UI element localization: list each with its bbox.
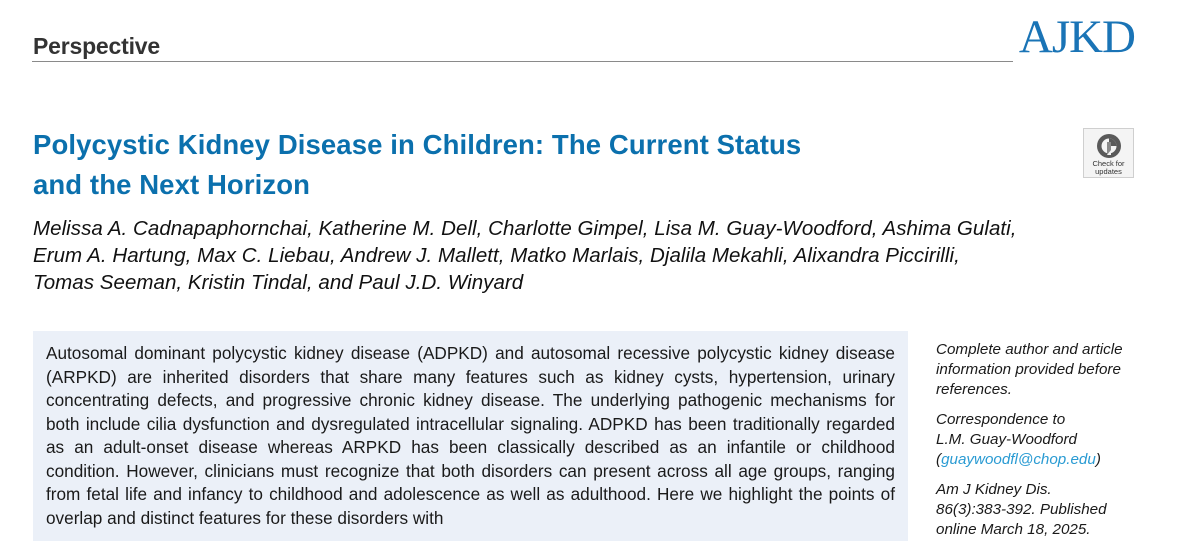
page-header: Perspective AJKD [32,0,1136,64]
article-title: Polycystic Kidney Disease in Children: T… [33,125,933,205]
article-title-line-1: Polycystic Kidney Disease in Children: T… [33,129,802,160]
journal-logo: AJKD [1012,12,1136,62]
header-divider [32,61,1135,62]
author-line: Melissa A. Cadnapaphornchai, Katherine M… [33,217,1017,240]
abstract-box: Autosomal dominant polycystic kidney dis… [33,331,908,541]
check-for-updates-label: Check for updates [1092,159,1125,176]
check-for-updates-icon [1096,134,1121,158]
author-list: Melissa A. Cadnapaphornchai, Katherine M… [33,215,1133,296]
author-line: Erum A. Hartung, Max C. Liebau, Andrew J… [33,244,960,267]
author-info-note: Complete author and article information … [936,341,1123,398]
article-info-sidebar: Complete author and article information … [936,340,1176,550]
citation-block: Am J Kidney Dis. 86(3):383-392. Publishe… [936,480,1176,540]
abstract-text: Autosomal dominant polycystic kidney dis… [46,343,895,528]
correspondence-block: Correspondence to L.M. Guay-Woodford (gu… [936,411,1101,468]
citation-journal: Am J Kidney Dis. [936,481,1052,498]
correspondence-label: Correspondence to [936,411,1066,428]
check-for-updates-button[interactable]: Check for updates [1083,128,1134,178]
citation-volume-pages: 86(3):383-392. Published [936,501,1107,518]
section-label: Perspective [33,33,160,59]
correspondence-email-link[interactable]: guaywoodfl@chop.edu [941,451,1096,468]
article-title-line-2: and the Next Horizon [33,169,311,200]
author-line: Tomas Seeman, Kristin Tindal, and Paul J… [33,271,524,294]
correspondence-name: L.M. Guay-Woodford [936,431,1077,448]
